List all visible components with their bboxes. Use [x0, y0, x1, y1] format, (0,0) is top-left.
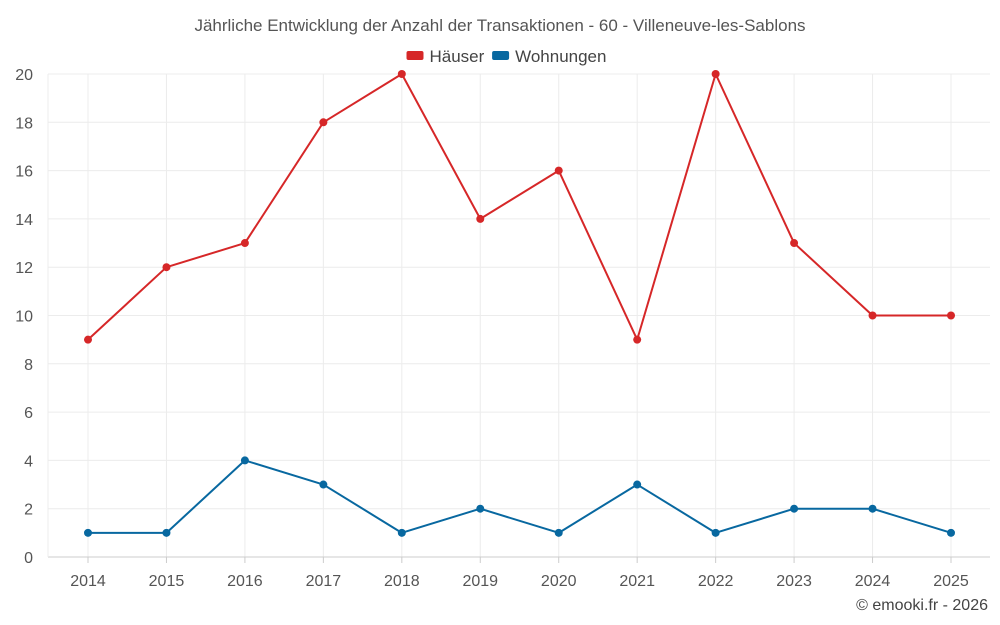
y-tick-label: 4 [24, 453, 33, 470]
legend[interactable]: Häuser Wohnungen [406, 47, 607, 66]
data-point[interactable] [84, 528, 92, 537]
y-tick-label: 10 [15, 309, 33, 326]
data-point[interactable] [633, 480, 642, 489]
data-point[interactable] [84, 335, 92, 344]
chart-title: Jährliche Entwicklung der Anzahl der Tra… [194, 16, 805, 35]
data-point[interactable] [947, 311, 955, 320]
credit-text: © emooki.fr - 2026 [856, 597, 988, 614]
x-tick-label: 2018 [384, 573, 420, 590]
x-tick-label: 2019 [462, 573, 498, 590]
y-tick-label: 0 [24, 550, 33, 567]
legend-swatch [406, 51, 424, 60]
legend-label: Wohnungen [515, 47, 606, 66]
data-point[interactable] [633, 335, 642, 344]
data-point[interactable] [319, 480, 328, 489]
data-point[interactable] [790, 504, 799, 513]
y-tick-label: 6 [24, 405, 33, 422]
data-point[interactable] [554, 166, 563, 175]
data-point[interactable] [711, 70, 720, 78]
x-tick-label: 2014 [70, 573, 106, 590]
data-point[interactable] [397, 70, 406, 78]
x-tick-label: 2016 [227, 573, 263, 590]
data-point[interactable] [476, 214, 485, 223]
data-point[interactable] [240, 239, 249, 248]
grid [48, 73, 990, 557]
series-layer [84, 70, 955, 537]
x-tick-label: 2025 [933, 573, 969, 590]
y-tick-label: 12 [15, 260, 33, 277]
series-line [88, 459, 952, 534]
y-tick-label: 2 [24, 502, 33, 519]
series-line [87, 73, 951, 341]
data-point[interactable] [397, 528, 406, 537]
y-tick-label: 8 [24, 357, 33, 374]
data-point[interactable] [162, 263, 171, 272]
x-tick-label: 2021 [619, 573, 655, 590]
data-point[interactable] [868, 504, 877, 513]
series-häuser [84, 70, 955, 344]
x-tick-label: 2023 [776, 573, 812, 590]
y-tick-label: 16 [15, 164, 33, 181]
legend-item-häuser[interactable]: Häuser [406, 47, 485, 66]
data-point[interactable] [319, 118, 328, 127]
data-point[interactable] [554, 528, 563, 537]
data-point[interactable] [711, 528, 720, 537]
x-tick-label: 2024 [855, 573, 891, 590]
y-tick-label: 14 [15, 212, 33, 229]
legend-swatch [492, 51, 510, 60]
data-point[interactable] [162, 528, 171, 537]
axes: 0 2 4 6 8 10 12 14 16 18 20 2014 2015 2016 2017 2018 201… [15, 67, 990, 590]
data-point[interactable] [868, 311, 877, 320]
x-tick-label: 2017 [306, 573, 342, 590]
data-point[interactable] [240, 456, 249, 465]
x-tick-label: 2022 [698, 573, 734, 590]
series-wohnungen [84, 456, 955, 537]
legend-item-wohnungen[interactable]: Wohnungen [492, 47, 606, 66]
data-point[interactable] [790, 239, 799, 248]
x-tick-label: 2020 [541, 573, 577, 590]
data-point[interactable] [947, 528, 955, 537]
y-tick-label: 20 [15, 67, 33, 84]
data-point[interactable] [476, 504, 485, 513]
y-tick-label: 18 [15, 115, 33, 132]
legend-label: Häuser [430, 47, 485, 66]
x-tick-label: 2015 [149, 573, 185, 590]
